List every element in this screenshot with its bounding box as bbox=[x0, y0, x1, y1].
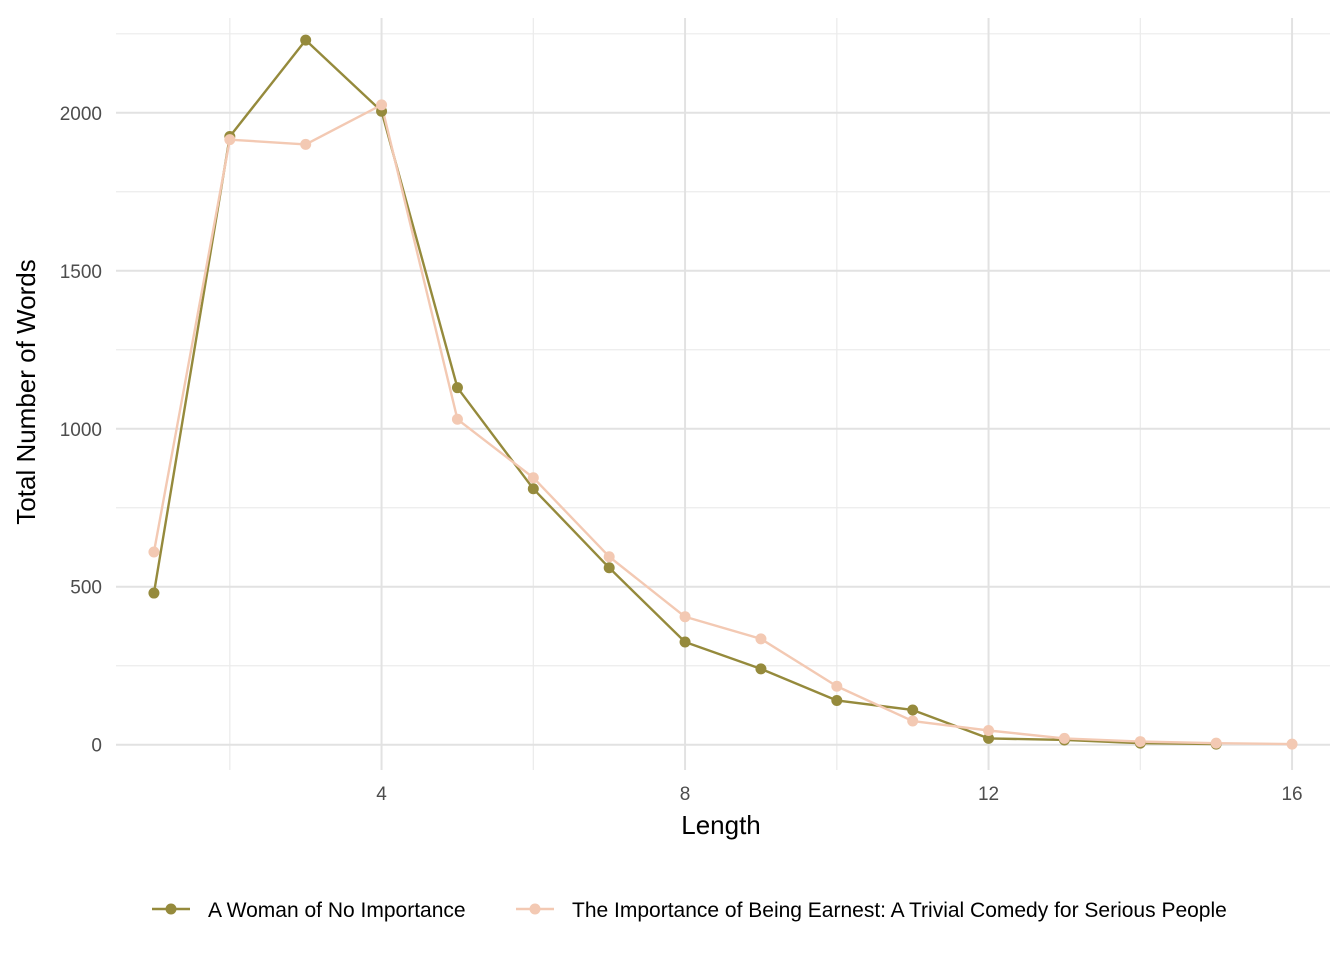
legend: A Woman of No Importance The Importance o… bbox=[152, 899, 1227, 922]
series-point-1 bbox=[224, 134, 236, 146]
x-axis-tick-labels: 4 8 12 16 bbox=[376, 784, 1302, 805]
x-tick-label: 4 bbox=[376, 784, 387, 805]
series-points bbox=[148, 34, 1298, 750]
legend-key-point bbox=[529, 903, 541, 915]
series-point-1 bbox=[148, 546, 160, 558]
series-point-0 bbox=[907, 704, 919, 716]
series-point-0 bbox=[679, 636, 691, 648]
series-point-0 bbox=[527, 483, 539, 495]
y-axis-title: Total Number of Words bbox=[11, 259, 41, 524]
legend-key-1 bbox=[516, 903, 554, 915]
series-point-1 bbox=[679, 611, 691, 623]
series-point-1 bbox=[451, 413, 463, 425]
series-point-1 bbox=[907, 715, 919, 727]
legend-key-0 bbox=[152, 903, 190, 915]
series-point-1 bbox=[755, 633, 767, 645]
series-point-0 bbox=[451, 382, 463, 394]
series-point-0 bbox=[148, 587, 160, 599]
minor-gridlines bbox=[116, 18, 1330, 770]
series-point-0 bbox=[755, 663, 767, 675]
y-tick-label: 1500 bbox=[60, 262, 102, 283]
series-point-0 bbox=[983, 732, 995, 744]
series-line-1 bbox=[152, 103, 1293, 746]
x-tick-label: 16 bbox=[1281, 784, 1302, 805]
series-point-1 bbox=[603, 551, 615, 563]
y-tick-label: 500 bbox=[70, 578, 102, 599]
series-point-1 bbox=[1286, 738, 1298, 750]
series-point-1 bbox=[1210, 737, 1222, 749]
series-point-1 bbox=[1058, 732, 1070, 744]
x-axis-title: Length bbox=[681, 810, 761, 840]
series-point-1 bbox=[376, 99, 388, 111]
series-lines bbox=[152, 38, 1293, 746]
series-point-1 bbox=[527, 472, 539, 484]
y-axis-tick-labels: 0 500 1000 1500 2000 bbox=[60, 104, 102, 757]
y-tick-label: 0 bbox=[91, 736, 102, 757]
series-point-1 bbox=[983, 725, 995, 737]
series-point-0 bbox=[603, 562, 615, 574]
legend-label-1: The Importance of Being Earnest: A Trivi… bbox=[572, 899, 1227, 922]
major-gridlines bbox=[116, 18, 1330, 770]
series-point-1 bbox=[1134, 736, 1146, 748]
y-tick-label: 1000 bbox=[60, 420, 102, 441]
series-point-0 bbox=[300, 34, 312, 46]
x-tick-label: 12 bbox=[978, 784, 999, 805]
series-point-1 bbox=[831, 680, 843, 692]
legend-key-point bbox=[165, 903, 177, 915]
legend-label-0: A Woman of No Importance bbox=[208, 899, 466, 922]
y-tick-label: 2000 bbox=[60, 104, 102, 125]
series-point-1 bbox=[300, 138, 312, 150]
series-point-0 bbox=[831, 694, 843, 706]
x-tick-label: 8 bbox=[680, 784, 691, 805]
